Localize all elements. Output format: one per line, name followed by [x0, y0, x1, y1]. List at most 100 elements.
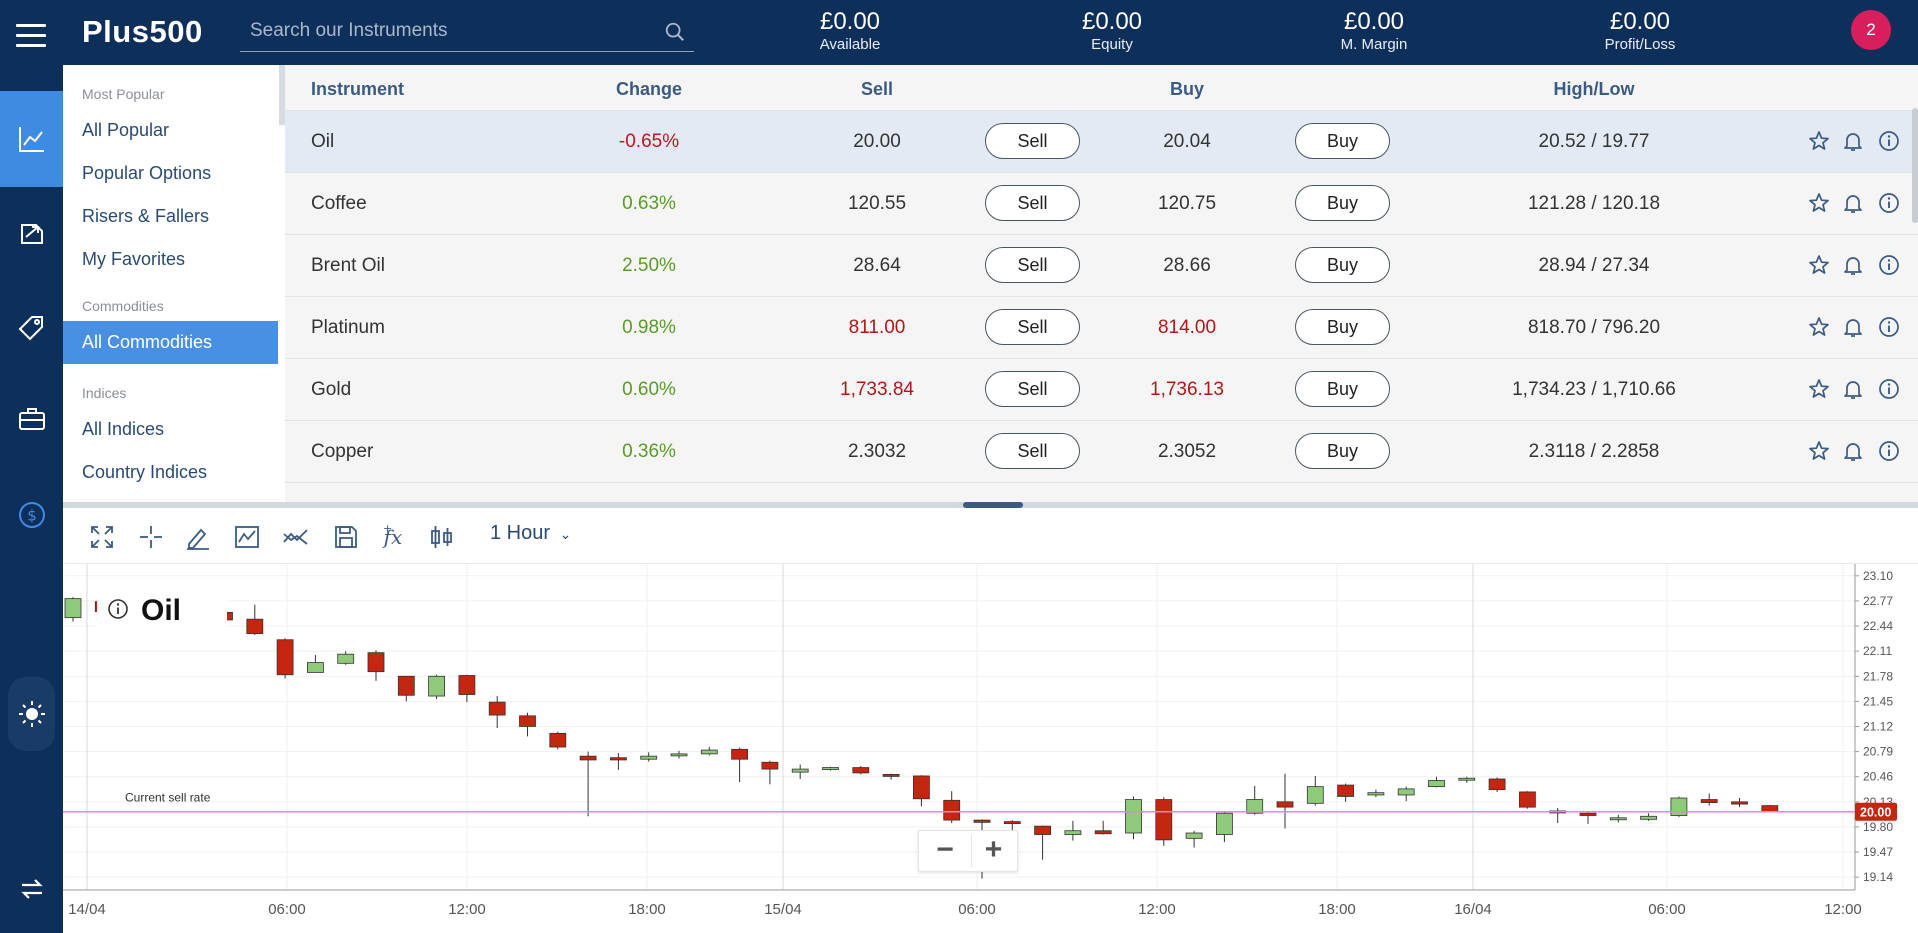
- trade-nav[interactable]: [0, 91, 63, 187]
- table-row[interactable]: Platinum 0.98% 811.00 Sell 814.00 Buy 818.70 /…: [285, 297, 1918, 359]
- zoom-in-button[interactable]: +: [971, 835, 1015, 867]
- info-icon[interactable]: [107, 598, 129, 620]
- instrument-name[interactable]: Oil: [311, 131, 335, 152]
- sell-button[interactable]: Sell: [985, 185, 1080, 221]
- buy-button[interactable]: Buy: [1295, 309, 1390, 345]
- star-icon[interactable]: [1807, 439, 1831, 463]
- sell-price: 1,733.84: [840, 379, 914, 400]
- table-row[interactable]: Oil -0.65% 20.00 Sell 20.04 Buy 20.52 / 19.77: [285, 111, 1918, 173]
- instrument-name[interactable]: Platinum: [311, 317, 385, 338]
- column-header[interactable]: High/Low: [1553, 79, 1635, 99]
- x-tick-label: 18:00: [628, 901, 666, 918]
- info-icon[interactable]: [1877, 315, 1901, 339]
- category-item[interactable]: My Favorites: [82, 249, 186, 269]
- buy-button[interactable]: Buy: [1295, 433, 1390, 469]
- table-scrollbar[interactable]: [1912, 108, 1918, 223]
- sell-price: 20.00: [853, 131, 901, 152]
- table-row[interactable]: Coffee 0.63% 120.55 Sell 120.75 Buy 121.28 / 1…: [285, 173, 1918, 235]
- panel-splitter[interactable]: [63, 502, 1918, 508]
- splitter-grip[interactable]: [963, 502, 1023, 508]
- buy-button[interactable]: Buy: [1295, 123, 1390, 159]
- category-item[interactable]: Country Indices: [82, 462, 208, 482]
- category-scrollbar[interactable]: [279, 65, 285, 125]
- briefcase-icon: [18, 408, 45, 430]
- change-value: 0.63%: [622, 193, 676, 214]
- info-icon[interactable]: [1877, 377, 1901, 401]
- column-header[interactable]: Sell: [860, 79, 894, 99]
- row-actions: [1807, 377, 1907, 403]
- candle-body: [1306, 786, 1324, 804]
- table-row[interactable]: Gold 0.60% 1,733.84 Sell 1,736.13 Buy 1,734.23…: [285, 359, 1918, 421]
- category-item[interactable]: All Popular: [82, 120, 170, 140]
- candle-body: [1519, 791, 1536, 808]
- function-icon[interactable]: fx +: [378, 522, 408, 552]
- buy-price: 28.66: [1163, 255, 1211, 276]
- candle-body: [1397, 788, 1415, 796]
- price-chart[interactable]: 14/04 06:00 12:00 18:00 15/04 06:00 12:00 18:00…: [63, 564, 1918, 933]
- category-item-selected[interactable]: All Commodities: [63, 321, 278, 364]
- x-tick-label: 12:00: [1824, 901, 1862, 918]
- candlestick-chart[interactable]: 14/04 06:00 12:00 18:00 15/04 06:00 12:00 18:00…: [63, 564, 1918, 933]
- positions-nav[interactable]: [0, 203, 63, 263]
- save-icon[interactable]: [331, 522, 361, 552]
- notifications-badge[interactable]: 2: [1851, 10, 1891, 50]
- portfolio-nav[interactable]: [0, 389, 63, 449]
- instrument-name[interactable]: Copper: [311, 441, 374, 462]
- candle-body: [791, 768, 809, 773]
- menu-icon[interactable]: [16, 24, 46, 47]
- sell-button[interactable]: Sell: [985, 433, 1080, 469]
- info-icon[interactable]: [1877, 253, 1901, 277]
- interval-selector[interactable]: 1 Hour ⌄: [490, 522, 571, 545]
- column-header[interactable]: Change: [615, 79, 683, 99]
- buy-button[interactable]: Buy: [1295, 185, 1390, 221]
- compare-icon[interactable]: [427, 522, 457, 552]
- theme-toggle[interactable]: [8, 677, 55, 751]
- funds-nav[interactable]: $: [0, 485, 63, 545]
- table-row[interactable]: Copper 0.36% 2.3032 Sell 2.3052 Buy 2.3118 / 2…: [285, 421, 1918, 483]
- star-icon[interactable]: [1807, 377, 1831, 401]
- star-icon[interactable]: [1807, 129, 1831, 153]
- column-header[interactable]: Instrument: [311, 79, 405, 99]
- table-row-partial[interactable]: [285, 483, 1918, 502]
- bell-icon[interactable]: [1841, 439, 1865, 463]
- draw-icon[interactable]: [183, 522, 213, 552]
- bell-icon[interactable]: [1841, 191, 1865, 215]
- crosshair-icon[interactable]: [136, 522, 166, 552]
- search-icon[interactable]: [664, 21, 686, 43]
- y-tick-label: 22.77: [1863, 594, 1893, 608]
- table-row[interactable]: Brent Oil 2.50% 28.64 Sell 28.66 Buy 28.94 / 2…: [285, 235, 1918, 297]
- star-icon[interactable]: [1807, 191, 1831, 215]
- star-icon[interactable]: [1807, 253, 1831, 277]
- sell-button[interactable]: Sell: [985, 123, 1080, 159]
- buy-button[interactable]: Buy: [1295, 371, 1390, 407]
- zoom-out-button[interactable]: −: [936, 833, 954, 866]
- indicator-line-icon[interactable]: [281, 522, 311, 552]
- buy-button[interactable]: Buy: [1295, 247, 1390, 283]
- switch-mode-nav[interactable]: [0, 859, 63, 919]
- stat-equity: £0.00 Equity: [1042, 8, 1182, 53]
- info-icon[interactable]: [1877, 191, 1901, 215]
- info-icon[interactable]: [1877, 439, 1901, 463]
- instrument-name[interactable]: Coffee: [311, 193, 367, 214]
- candle-body: [1003, 821, 1021, 825]
- bell-icon[interactable]: [1841, 377, 1865, 401]
- category-item[interactable]: All Indices: [82, 419, 165, 439]
- star-icon[interactable]: [1807, 315, 1831, 339]
- category-item[interactable]: Popular Options: [82, 163, 212, 183]
- category-item[interactable]: Risers & Fallers: [82, 206, 210, 226]
- bell-icon[interactable]: [1841, 315, 1865, 339]
- search-input[interactable]: [240, 14, 640, 48]
- sell-button[interactable]: Sell: [985, 309, 1080, 345]
- sell-button[interactable]: Sell: [985, 371, 1080, 407]
- bell-icon[interactable]: [1841, 129, 1865, 153]
- chart-type-icon[interactable]: [232, 522, 262, 552]
- instrument-name[interactable]: Brent Oil: [311, 255, 385, 276]
- sell-button[interactable]: Sell: [985, 247, 1080, 283]
- fullscreen-icon[interactable]: [87, 522, 117, 552]
- orders-nav[interactable]: [0, 297, 63, 357]
- info-icon[interactable]: [1877, 129, 1901, 153]
- bell-icon[interactable]: [1841, 253, 1865, 277]
- instrument-name[interactable]: Gold: [311, 379, 352, 400]
- column-header[interactable]: Buy: [1169, 79, 1205, 99]
- candle-body: [943, 799, 961, 821]
